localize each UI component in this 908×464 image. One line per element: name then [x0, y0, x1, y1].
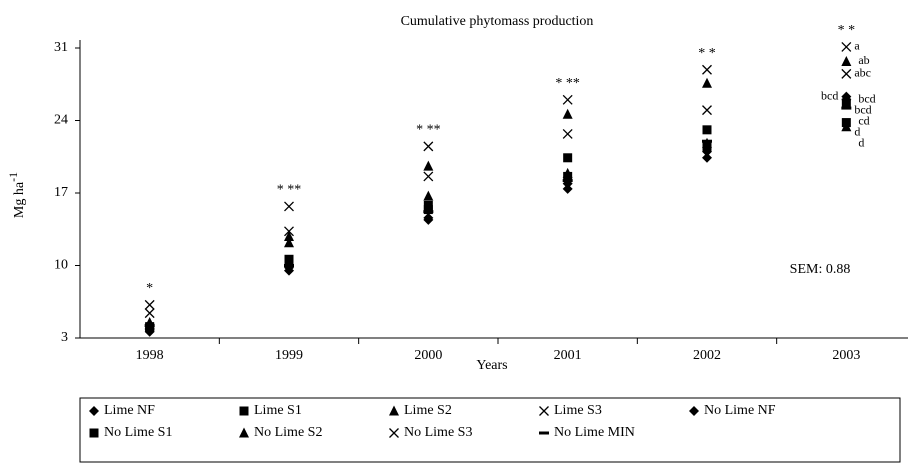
point — [562, 183, 573, 194]
point — [841, 68, 852, 79]
point — [423, 190, 434, 201]
point — [702, 125, 712, 135]
x-tick-label: 2003 — [832, 348, 860, 363]
significance: * ** — [416, 123, 441, 138]
point — [423, 171, 434, 182]
legend-label: Lime S1 — [254, 403, 302, 418]
significance-letter: d — [858, 136, 864, 150]
point — [563, 153, 573, 163]
point — [841, 94, 852, 105]
significance-letter: cd — [858, 114, 869, 128]
y-label-sup: -1 — [6, 172, 20, 182]
legend-symbol — [89, 428, 99, 438]
legend-symbol — [239, 427, 249, 438]
point — [144, 299, 155, 310]
y-tick-label: 10 — [54, 258, 68, 273]
point — [284, 201, 294, 212]
x-tick-label: 2002 — [693, 348, 721, 363]
point — [562, 129, 573, 139]
legend-label: No Lime S2 — [254, 425, 322, 440]
significance-letter: bcd — [854, 103, 871, 117]
point — [841, 121, 852, 132]
point — [562, 179, 573, 183]
significance-letter: a — [854, 39, 860, 53]
point — [423, 210, 434, 214]
point — [702, 146, 712, 157]
legend-symbol — [389, 405, 399, 416]
significance-letter: abc — [854, 66, 871, 80]
significance: * ** — [555, 76, 580, 91]
y-label-main: Mg ha — [12, 181, 27, 218]
chart-title: Cumulative phytomass production — [401, 14, 594, 29]
significance-letter: bcd — [821, 88, 838, 102]
legend-symbol — [539, 406, 549, 416]
point — [423, 160, 434, 171]
x-tick-label: 1998 — [136, 348, 164, 363]
point — [562, 167, 573, 178]
legend-label: No Lime S1 — [104, 425, 172, 440]
point — [841, 42, 852, 52]
y-tick-label: 3 — [61, 330, 68, 345]
x-tick-label: 2000 — [414, 348, 442, 363]
point — [702, 105, 712, 116]
significance-letter: d — [854, 125, 860, 139]
significance: * * — [698, 46, 716, 61]
sem-annotation: SEM: 0.88 — [790, 262, 851, 277]
significance: * ** — [277, 183, 302, 198]
legend-label: Lime S3 — [554, 403, 602, 418]
legend-symbol — [539, 431, 549, 435]
legend-symbol — [689, 406, 699, 416]
legend-box — [79, 397, 901, 463]
legend-label: Lime NF — [104, 403, 155, 418]
point — [702, 137, 712, 148]
y-axis-label: Mg ha-1 — [6, 172, 27, 218]
point — [284, 237, 294, 248]
significance-letter: ab — [858, 53, 869, 67]
point — [284, 264, 294, 267]
legend-label: No Lime S3 — [404, 425, 472, 440]
legend-symbol — [89, 406, 99, 416]
point — [841, 106, 852, 110]
point — [841, 55, 852, 66]
point — [702, 64, 712, 75]
legend-label: No Lime NF — [704, 403, 776, 418]
legend-symbol — [389, 428, 399, 438]
point — [423, 212, 434, 223]
point — [702, 139, 712, 143]
y-tick-label: 31 — [54, 40, 68, 55]
x-axis-label: Years — [476, 358, 507, 373]
significance: * * — [838, 23, 856, 38]
x-tick-label: 2001 — [554, 348, 582, 363]
point — [284, 226, 294, 237]
point — [702, 77, 712, 88]
point — [423, 200, 433, 210]
y-tick-label: 24 — [54, 113, 68, 128]
point — [562, 94, 573, 105]
y-tick-label: 17 — [54, 185, 68, 200]
legend-label: No Lime MIN — [554, 425, 635, 440]
point — [144, 308, 155, 319]
point — [562, 108, 573, 119]
point — [144, 324, 155, 328]
point — [284, 254, 294, 264]
legend-label: Lime S2 — [404, 403, 452, 418]
significance: * — [146, 281, 153, 296]
legend-symbol — [239, 406, 249, 416]
significance-letter: bcd — [858, 92, 875, 106]
x-tick-label: 1999 — [275, 348, 303, 363]
point — [423, 141, 434, 152]
point — [702, 152, 712, 163]
point — [284, 231, 294, 241]
